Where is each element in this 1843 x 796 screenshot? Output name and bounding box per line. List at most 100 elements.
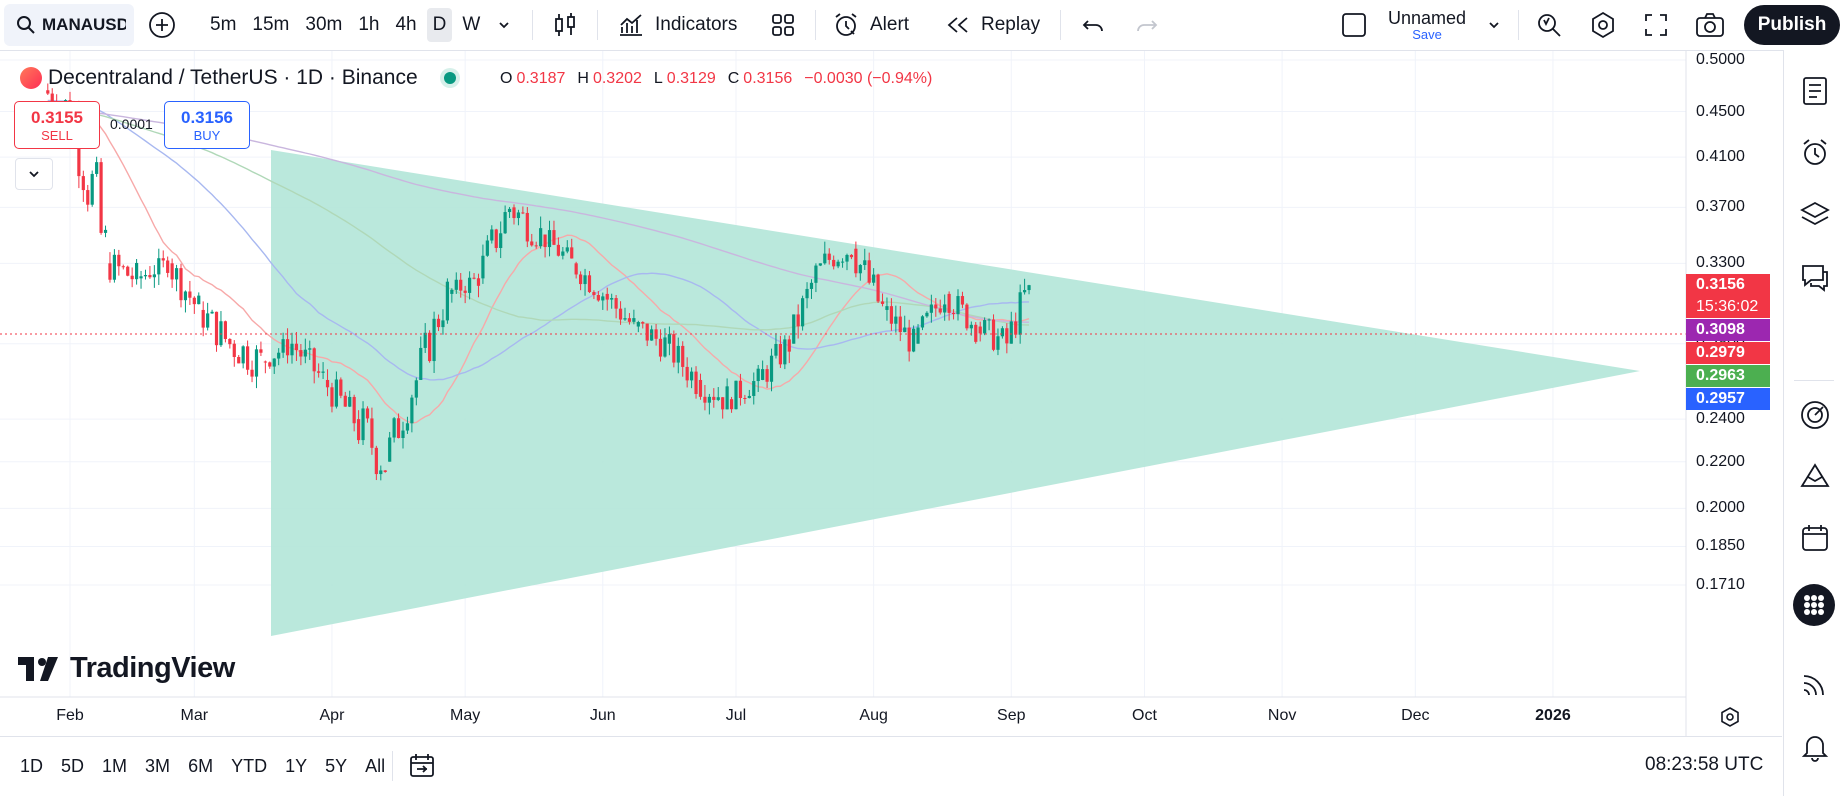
candle-body <box>521 212 525 214</box>
ideas-button[interactable] <box>1799 399 1831 431</box>
quick-search-button[interactable] <box>1534 0 1564 50</box>
redo-button[interactable] <box>1134 0 1160 50</box>
layout-checkbox[interactable] <box>1340 0 1368 50</box>
price-tick-label: 0.3700 <box>1696 198 1745 216</box>
range-5y[interactable]: 5Y <box>325 755 348 776</box>
range-all[interactable]: All <box>365 755 386 776</box>
range-ytd[interactable]: YTD <box>231 755 268 776</box>
candle-body <box>401 430 405 439</box>
divider <box>1518 10 1519 40</box>
fullscreen-icon <box>1645 14 1667 36</box>
range-1d[interactable]: 1D <box>20 755 44 776</box>
candle-body <box>317 371 321 373</box>
candle-body <box>827 253 831 260</box>
indicators-button[interactable]: Indicators <box>617 0 737 50</box>
symbol-name: MANAUSD <box>42 15 126 34</box>
date-range-button[interactable] <box>408 737 436 795</box>
stream-button[interactable] <box>1799 668 1831 700</box>
high-value: 0.3202 <box>592 70 642 87</box>
chat-button[interactable] <box>1799 261 1831 293</box>
interval-15m[interactable]: 15m <box>252 14 290 35</box>
alert-button[interactable]: Alert <box>832 0 909 50</box>
candle-body <box>641 322 645 324</box>
range-6m[interactable]: 6M <box>188 755 214 776</box>
compare-button[interactable] <box>148 0 176 50</box>
pine-button[interactable] <box>1799 460 1831 492</box>
range-1y[interactable]: 1Y <box>285 755 308 776</box>
notifications-button[interactable] <box>1799 730 1831 762</box>
market-status-dot[interactable] <box>443 72 456 84</box>
candle-body <box>174 268 179 280</box>
legend-collapse-button[interactable] <box>15 158 53 190</box>
triangle-pattern[interactable] <box>271 150 1640 636</box>
price-chart[interactable] <box>0 51 1782 736</box>
time-tick-label: Dec <box>1401 707 1430 724</box>
settings-button[interactable] <box>1588 0 1618 50</box>
interval-5m[interactable]: 5m <box>210 14 237 35</box>
layout-name[interactable]: Unnamed Save <box>1388 0 1466 50</box>
interval-4h[interactable]: 4h <box>395 14 417 35</box>
symbol-search[interactable]: MANAUSD <box>4 4 134 46</box>
watermark-text: TradingView <box>70 652 235 684</box>
watchlist-button[interactable] <box>1799 75 1831 107</box>
candle-body <box>321 371 325 373</box>
list-icon <box>1803 77 1827 105</box>
chart-area[interactable]: Decentraland / TetherUS · 1D · Binance O… <box>0 51 1782 736</box>
divider <box>392 751 393 781</box>
chevron-down-icon[interactable] <box>496 17 512 33</box>
undo-button[interactable] <box>1080 0 1106 50</box>
replay-button[interactable]: Replay <box>945 0 1040 50</box>
fullscreen-button[interactable] <box>1642 0 1670 50</box>
candle-body <box>707 396 711 403</box>
range-5d[interactable]: 5D <box>61 755 85 776</box>
interval-30m[interactable]: 30m <box>305 14 343 35</box>
time-tick-label: Aug <box>859 707 888 724</box>
price-tick-label: 0.4100 <box>1696 148 1745 166</box>
candle-body <box>259 349 263 353</box>
symbol-logo[interactable] <box>20 67 42 89</box>
candle-body <box>188 291 192 298</box>
price-tick-label: 0.2000 <box>1696 499 1745 517</box>
chevron-down-icon <box>1489 22 1499 29</box>
candle-body <box>192 297 196 305</box>
candle-body <box>912 328 916 352</box>
candle-body <box>858 265 862 274</box>
candle-body <box>867 260 871 283</box>
buy-button[interactable]: 0.3156 BUY <box>164 101 250 149</box>
layout-menu-button[interactable] <box>1486 0 1502 50</box>
interval-w[interactable]: W <box>462 14 481 35</box>
sell-button[interactable]: 0.3155 SELL <box>14 101 100 149</box>
templates-button[interactable] <box>770 0 796 50</box>
candle-body <box>849 254 854 258</box>
bell-icon <box>1801 736 1829 762</box>
price-tick-label: 0.2200 <box>1696 452 1745 470</box>
time-tick-label: Sep <box>997 707 1026 724</box>
snapshot-button[interactable] <box>1694 0 1726 50</box>
interval-d[interactable]: D <box>426 8 453 42</box>
range-1m[interactable]: 1M <box>102 755 128 776</box>
interval-1h[interactable]: 1h <box>358 14 380 35</box>
candle-body <box>743 397 747 399</box>
search-spark-icon <box>1538 14 1561 37</box>
utc-clock[interactable]: 08:23:58 UTC <box>1645 754 1764 775</box>
candle-body <box>206 313 210 328</box>
publish-button[interactable]: Publish <box>1744 5 1840 45</box>
candle-body <box>738 380 743 398</box>
candle-body <box>139 276 143 279</box>
object-tree-button[interactable] <box>1799 199 1831 231</box>
target-icon <box>1801 401 1829 429</box>
candle-body <box>947 293 951 313</box>
calendar-button[interactable] <box>1799 522 1831 554</box>
legend-title[interactable]: Decentraland / TetherUS · 1D · Binance <box>48 66 418 89</box>
range-3m[interactable]: 3M <box>145 755 171 776</box>
alerts-button[interactable] <box>1799 137 1831 169</box>
candle-body <box>694 371 698 395</box>
apps-button[interactable] <box>1793 584 1835 626</box>
grid-icon <box>772 14 794 36</box>
chart-type-button[interactable] <box>552 0 578 50</box>
candle-body <box>605 293 609 300</box>
change-value: −0.0030 (−0.94%) <box>804 70 933 87</box>
time-tick-label: Jun <box>589 707 616 724</box>
candle-body <box>889 306 893 324</box>
axis-settings-icon[interactable] <box>1719 706 1741 728</box>
